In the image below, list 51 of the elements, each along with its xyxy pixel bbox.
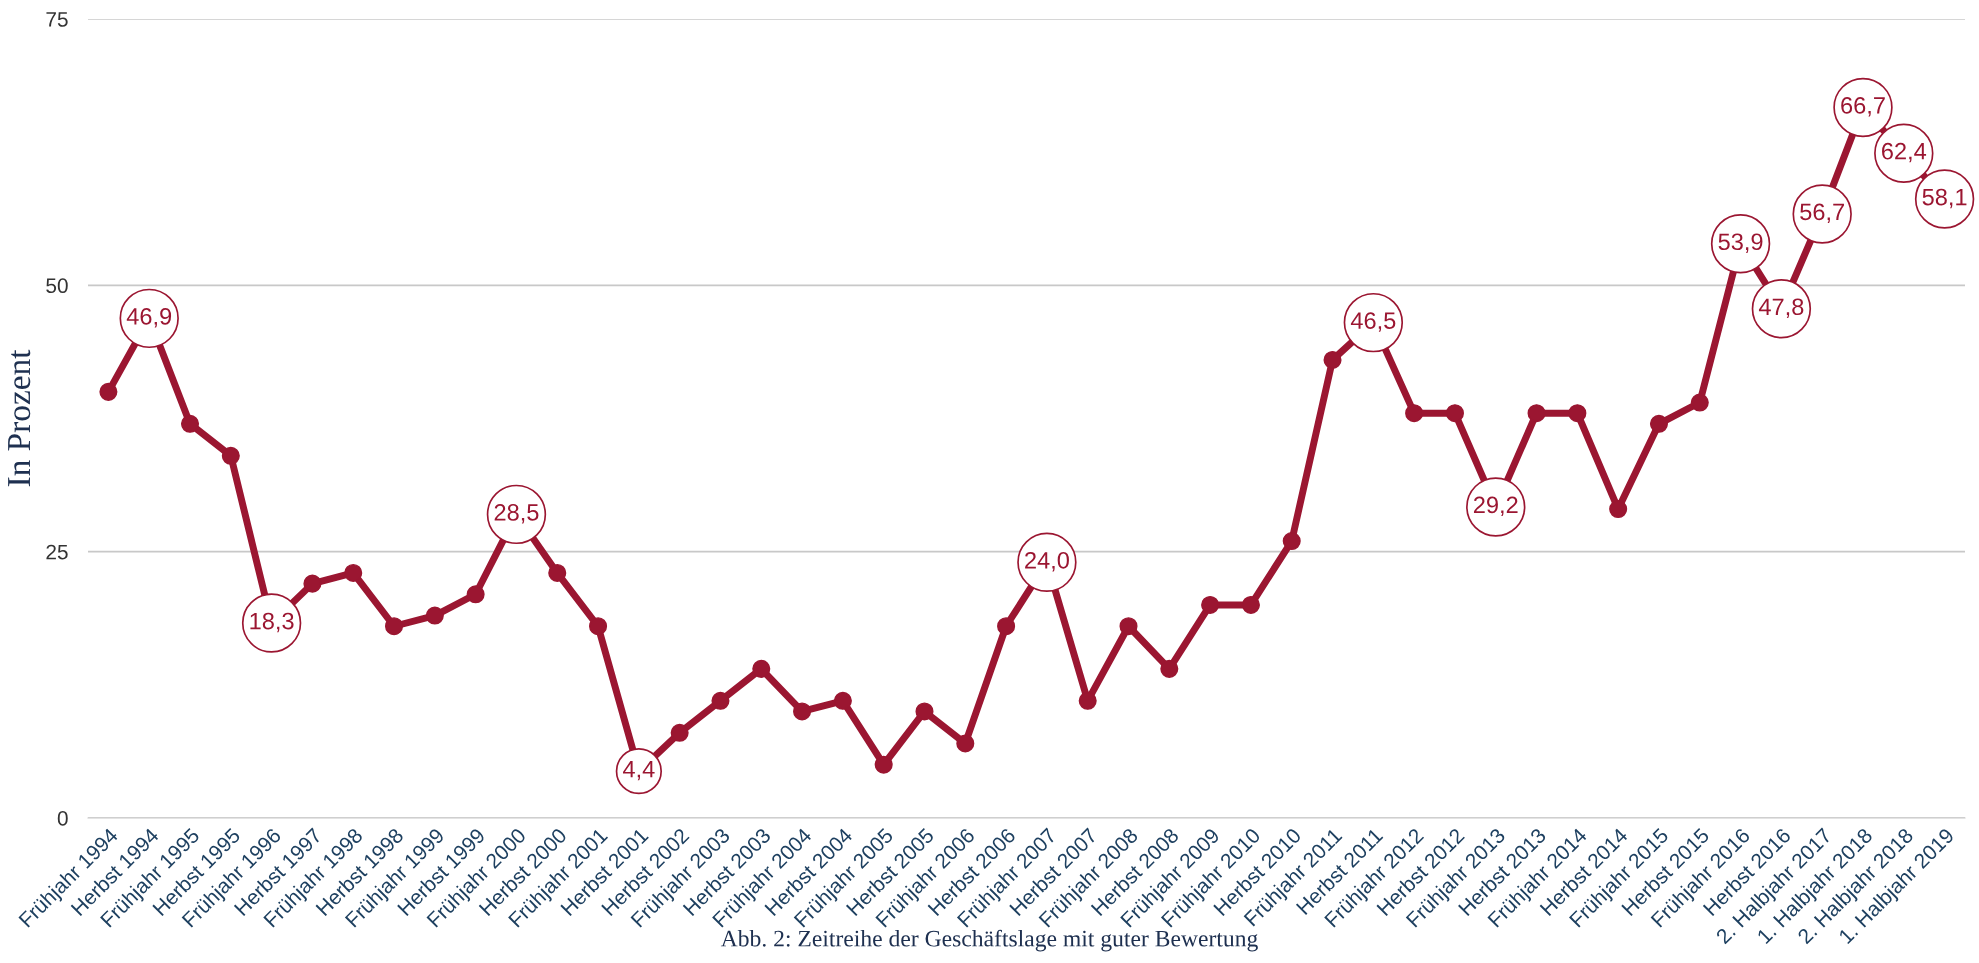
data-label: 58,1 <box>1922 188 1967 209</box>
point <box>1119 617 1138 636</box>
point <box>1160 659 1179 678</box>
point <box>1649 414 1669 433</box>
point <box>793 702 812 721</box>
point <box>385 617 404 636</box>
data-label: 62,4 <box>1882 142 1927 163</box>
point <box>833 691 852 710</box>
data-label: 56,7 <box>1800 203 1844 224</box>
point <box>221 446 240 465</box>
point <box>99 382 118 401</box>
point <box>1405 404 1424 423</box>
point <box>997 617 1016 636</box>
point <box>1527 404 1546 423</box>
data-label: 28,5 <box>494 504 539 524</box>
caption: Abb. 2: Zeitreihe der Geschäftslage mit guter Bewertung <box>720 929 1258 952</box>
point <box>1323 350 1342 369</box>
point <box>1445 404 1464 423</box>
point <box>1282 531 1301 551</box>
point <box>180 414 200 433</box>
data-label: 24,0 <box>1025 551 1069 572</box>
point <box>711 691 730 710</box>
data-label: 29,2 <box>1473 496 1518 517</box>
point <box>466 585 485 604</box>
point <box>1609 500 1628 519</box>
point <box>548 563 567 583</box>
y-tick-label: 0 <box>57 811 68 826</box>
data-label: 46,9 <box>126 307 172 328</box>
point <box>956 734 975 753</box>
data-label: 53,9 <box>1718 233 1763 253</box>
point <box>670 723 689 742</box>
point <box>303 574 322 593</box>
y-tick-label: 25 <box>46 544 68 560</box>
y-tick-label: 50 <box>46 278 68 294</box>
data-label: 46,5 <box>1350 312 1396 332</box>
data-label: 66,7 <box>1841 97 1885 117</box>
point <box>425 606 444 625</box>
point <box>874 755 893 774</box>
point <box>1241 595 1260 614</box>
point <box>1568 404 1587 423</box>
data-label: 4,4 <box>622 760 655 781</box>
point <box>1690 393 1709 412</box>
data-label: 47,8 <box>1758 298 1804 318</box>
point <box>589 617 608 636</box>
point <box>915 702 934 721</box>
data-label: 18,3 <box>250 612 294 633</box>
point <box>344 563 363 583</box>
y-axis-title: In Prozent <box>8 349 31 487</box>
y-tick-label: 75 <box>46 12 68 27</box>
point <box>752 659 771 678</box>
point <box>1201 595 1220 614</box>
